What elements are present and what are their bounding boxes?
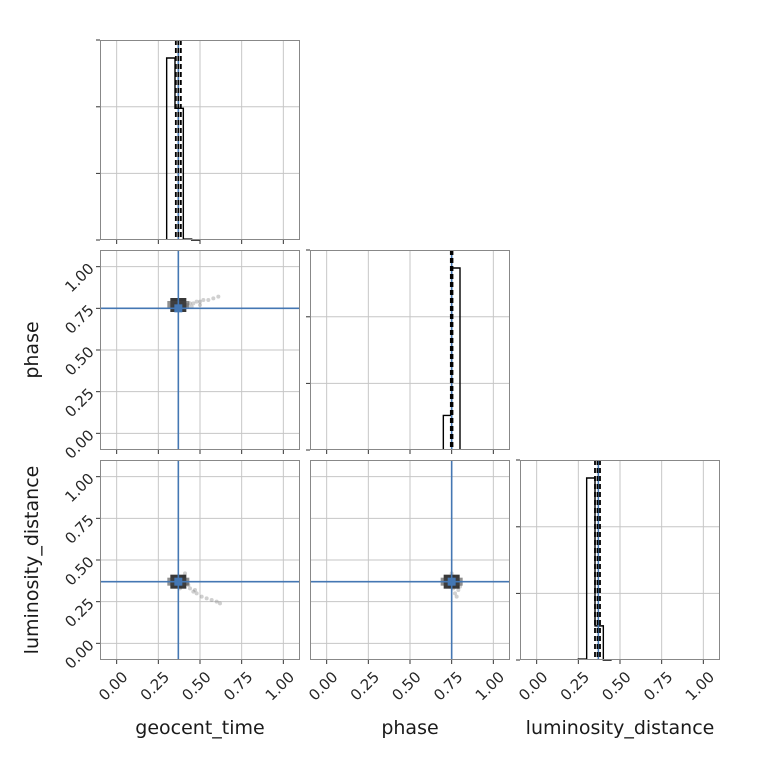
- panel-frame: [310, 250, 510, 450]
- y-tick-label: 1.00: [61, 260, 97, 296]
- y-tick-label: 0.25: [61, 385, 97, 421]
- truth-marker: [174, 304, 183, 313]
- y-axis-label-phase: phase: [21, 321, 43, 378]
- y-tick-label: 0.75: [61, 511, 97, 547]
- sample-point: [183, 571, 187, 576]
- sample-point: [456, 588, 461, 592]
- sample-point: [454, 594, 459, 599]
- panel-frame: [310, 460, 510, 660]
- y-tick-label: 0.50: [61, 343, 97, 379]
- x-tick-label: 0.00: [95, 668, 131, 704]
- sample-point: [198, 303, 202, 307]
- histogram-panel-phase: [306, 249, 510, 454]
- sample-point: [209, 598, 214, 602]
- x-tick-label: 0.25: [347, 668, 383, 704]
- truth-marker: [174, 577, 183, 586]
- panel-frame: [100, 460, 300, 660]
- sample-point: [193, 588, 197, 592]
- panel-frame: [100, 250, 300, 450]
- panel-frame: [100, 40, 300, 240]
- histogram-panel-geocent_time: [96, 39, 300, 244]
- sample-point: [188, 586, 192, 591]
- sample-point: [214, 599, 219, 604]
- scatter-panel-geocent_time-vs-phase: [96, 250, 300, 454]
- sample-point: [191, 589, 196, 594]
- x-tick-label: 0.50: [178, 668, 214, 704]
- sample-point: [198, 299, 202, 304]
- scatter-panel-geocent_time-vs-luminosity_distance: [96, 460, 300, 664]
- sample-point: [194, 591, 199, 596]
- y-tick-label: 0.25: [61, 595, 97, 631]
- sample-point: [204, 596, 209, 601]
- x-tick-label: 1.00: [472, 668, 508, 704]
- sample-point: [194, 299, 199, 304]
- x-axis-label-geocent_time: geocent_time: [135, 717, 264, 739]
- x-tick-label: 0.25: [137, 668, 173, 704]
- panel-frame: [520, 460, 720, 660]
- x-tick-label: 1.00: [262, 668, 298, 704]
- x-tick-label: 0.75: [220, 668, 256, 704]
- sample-point: [206, 298, 211, 302]
- x-tick-label: 0.50: [388, 668, 424, 704]
- sample-point: [201, 298, 206, 302]
- x-tick-label: 0.00: [305, 668, 341, 704]
- x-tick-label: 0.50: [598, 668, 634, 704]
- sample-point: [191, 301, 196, 306]
- scatter-panel-phase-vs-luminosity_distance: [310, 460, 510, 664]
- y-tick-label: 0.00: [61, 426, 97, 462]
- truth-marker: [447, 577, 456, 586]
- x-axis-label-phase: phase: [381, 717, 438, 739]
- sample-point: [216, 294, 221, 299]
- histogram-panel-luminosity_distance: [516, 459, 720, 664]
- x-tick-label: 0.75: [640, 668, 676, 704]
- y-tick-label: 0.00: [61, 636, 97, 672]
- y-tick-label: 0.75: [61, 301, 97, 337]
- sample-point: [453, 591, 457, 596]
- y-tick-label: 1.00: [61, 470, 97, 506]
- y-tick-label: 0.50: [61, 553, 97, 589]
- sample-point: [218, 601, 222, 606]
- x-tick-label: 0.75: [430, 668, 466, 704]
- x-tick-label: 0.00: [515, 668, 551, 704]
- x-tick-label: 1.00: [682, 668, 718, 704]
- sample-point: [211, 296, 216, 301]
- sample-point: [199, 594, 204, 599]
- x-tick-label: 0.25: [557, 668, 593, 704]
- x-axis-label-luminosity_distance: luminosity_distance: [526, 717, 715, 739]
- y-axis-label-luminosity_distance: luminosity_distance: [21, 466, 43, 655]
